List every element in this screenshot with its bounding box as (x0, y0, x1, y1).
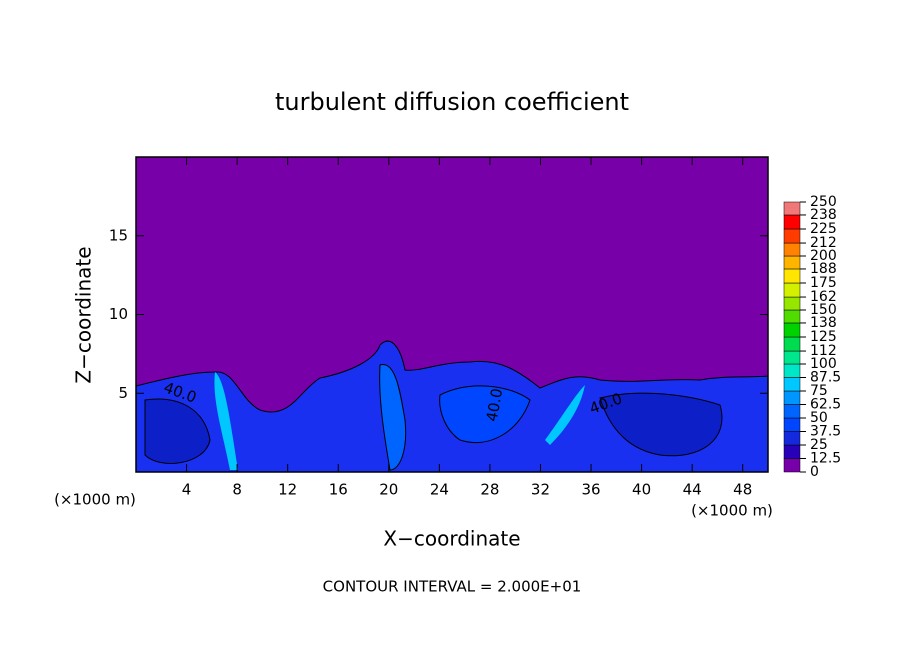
colorbar-bin (783, 417, 801, 432)
colorbar-label: 200 (810, 248, 837, 264)
x-tick-label: 20 (379, 481, 398, 499)
colorbar-bin (783, 268, 801, 284)
colorbar-bin (783, 390, 801, 405)
x-tick-label: 4 (182, 481, 192, 499)
colorbar-bin (783, 296, 801, 311)
colorbar-bin (783, 431, 801, 446)
colorbar-bin (783, 377, 801, 392)
colorbar-bin (783, 336, 801, 352)
field-region (599, 392, 723, 457)
colorbar-label: 175 (810, 275, 837, 291)
field-region (214, 372, 238, 470)
colorbar-label: 75 (810, 383, 828, 399)
x-tick-label: 32 (531, 481, 550, 499)
colorbar-label: 0 (810, 464, 819, 480)
contour-label: 40.0 (483, 387, 507, 423)
x-tick-label: 36 (581, 481, 600, 499)
colorbar-label: 162 (810, 289, 837, 305)
x-axis-label: X−coordinate (383, 527, 520, 551)
chart-title: turbulent diffusion coefficient (275, 88, 629, 116)
colorbar-label: 37.5 (810, 424, 841, 440)
footer-note: CONTOUR INTERVAL = 2.000E+01 (323, 578, 582, 596)
colorbar-label: 212 (810, 235, 837, 251)
y-tick-label: 15 (109, 226, 128, 244)
x-tick-label: 24 (430, 481, 449, 499)
colorbar-label: 250 (810, 194, 837, 210)
colorbar-bin (783, 322, 801, 338)
colorbar-bin (783, 350, 801, 365)
colorbar-bin (783, 201, 801, 216)
field-region (545, 385, 585, 445)
colorbar-label: 150 (810, 302, 837, 318)
colorbar-label: 25 (810, 437, 828, 453)
y-tick-label: 5 (118, 384, 128, 402)
colorbar-label: 238 (810, 207, 837, 223)
colorbar-label: 62.5 (810, 397, 841, 413)
colorbar-label: 50 (810, 410, 828, 426)
colorbar-label: 112 (810, 343, 837, 359)
colorbar-bin (783, 309, 801, 324)
colorbar-bin (783, 255, 801, 270)
field (135, 157, 769, 473)
colorbar-label: 125 (810, 329, 837, 345)
colorbar-bin (783, 458, 801, 473)
colorbar-bin (783, 214, 801, 230)
x-tick-label: 8 (232, 481, 242, 499)
field-region (379, 364, 407, 471)
colorbar-bin (783, 282, 801, 298)
field-region (144, 398, 211, 464)
y-axis-label: Z−coordinate (72, 246, 96, 383)
colorbar-bin (783, 404, 801, 419)
colorbar-label: 188 (810, 261, 837, 277)
colorbar-label: 12.5 (810, 451, 841, 467)
x-tick-label: 44 (683, 481, 702, 499)
x-tick-label: 40 (632, 481, 651, 499)
y-tick-label: 10 (109, 305, 128, 323)
x-tick-label: 28 (480, 481, 499, 499)
colorbar-label: 100 (810, 356, 837, 372)
colorbar-label: 138 (810, 315, 837, 331)
colorbar-bin (783, 242, 801, 257)
x-tick-label: 12 (278, 481, 297, 499)
axis-unit: (×1000 m) (691, 502, 773, 520)
x-tick-label: 48 (733, 481, 752, 499)
colorbar-label: 87.5 (810, 370, 841, 386)
axis-unit: (×1000 m) (54, 491, 136, 509)
x-tick-label: 16 (329, 481, 348, 499)
field-region (439, 385, 531, 444)
colorbar-bin (783, 228, 801, 244)
colorbar-label: 225 (810, 221, 837, 237)
colorbar-bin (783, 363, 801, 378)
colorbar-bin (783, 444, 801, 459)
